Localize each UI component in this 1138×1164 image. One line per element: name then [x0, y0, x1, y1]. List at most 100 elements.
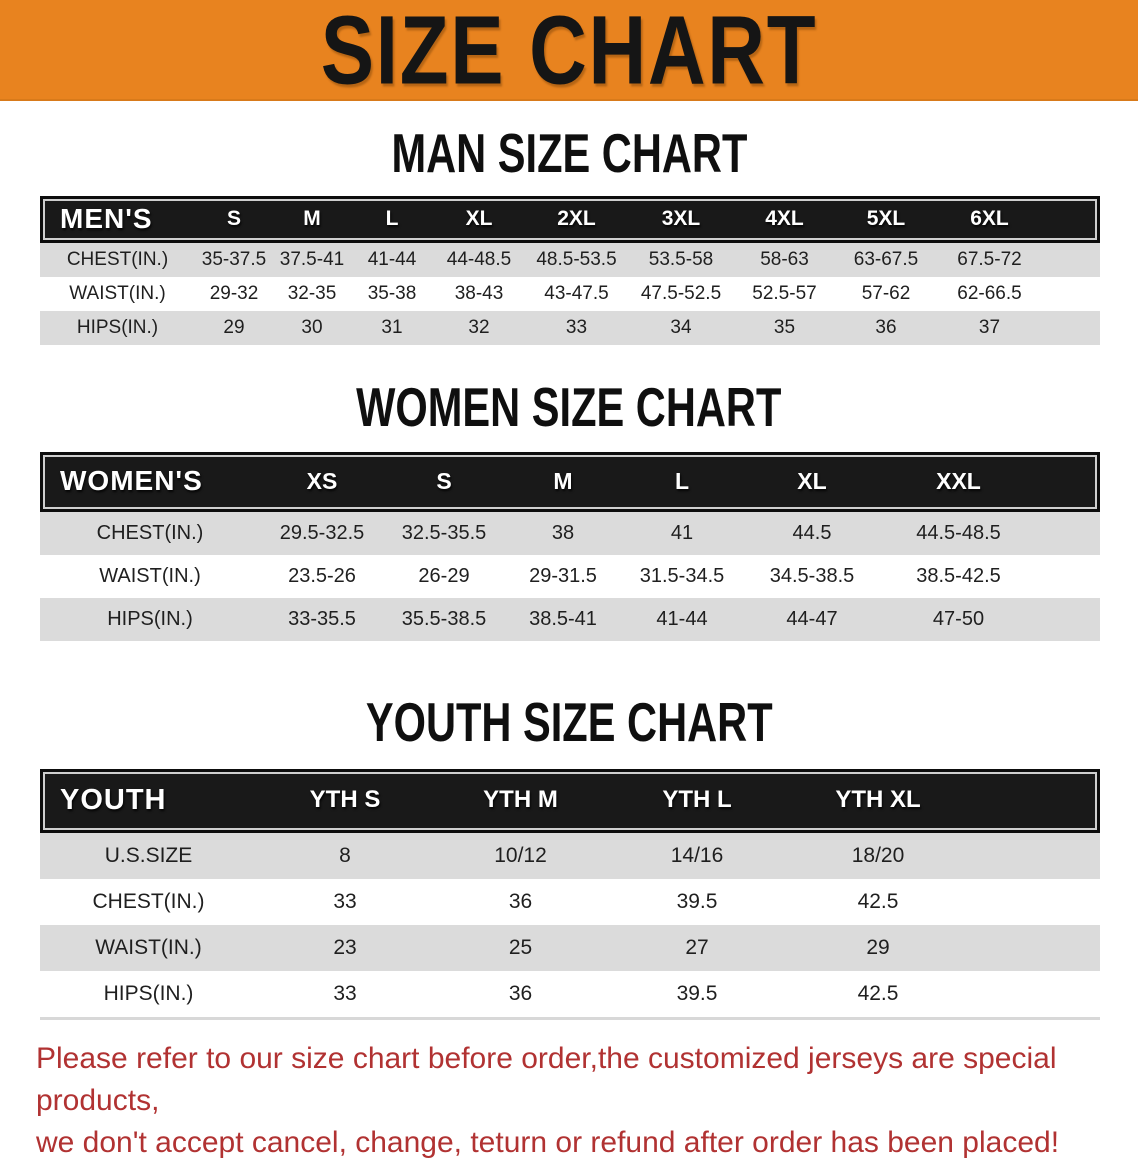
size-value: 42.5 [786, 971, 970, 1017]
size-value: 36 [433, 971, 608, 1017]
row-label: HIPS(IN.) [40, 598, 260, 641]
size-value: 29-31.5 [504, 555, 622, 598]
size-column-header: S [384, 452, 504, 512]
size-value: 47.5-52.5 [628, 277, 734, 311]
size-value: 31 [351, 311, 433, 345]
size-column-header: XS [260, 452, 384, 512]
size-column-header: YTH L [608, 769, 786, 833]
size-value: 32 [433, 311, 525, 345]
youth-ussize-row: U.S.SIZE 8 10/12 14/16 18/20 [40, 833, 1100, 879]
size-value: 29.5-32.5 [260, 512, 384, 555]
filler-cell [1035, 598, 1100, 641]
size-value: 30 [273, 311, 351, 345]
size-column-header: L [351, 196, 433, 243]
women-corner-label: WOMEN'S [40, 452, 260, 512]
filler-cell [1035, 452, 1100, 512]
size-value: 39.5 [608, 971, 786, 1017]
filler-cell [1042, 196, 1100, 243]
size-column-header: 5XL [835, 196, 937, 243]
size-value: 39.5 [608, 879, 786, 925]
size-value: 57-62 [835, 277, 937, 311]
size-value: 41-44 [351, 243, 433, 277]
youth-header-row: YOUTH YTH S YTH M YTH L YTH XL [40, 769, 1100, 833]
size-value: 32.5-35.5 [384, 512, 504, 555]
filler-cell [1035, 555, 1100, 598]
size-value: 33 [525, 311, 628, 345]
youth-waist-row: WAIST(IN.) 23 25 27 29 [40, 925, 1100, 971]
size-column-header: S [195, 196, 273, 243]
filler-cell [1042, 277, 1100, 311]
size-value: 38 [504, 512, 622, 555]
size-value: 27 [608, 925, 786, 971]
men-chest-row: CHEST(IN.) 35-37.5 37.5-41 41-44 44-48.5… [40, 243, 1100, 277]
size-value: 41 [622, 512, 742, 555]
row-label: WAIST(IN.) [40, 925, 257, 971]
size-column-header: 6XL [937, 196, 1042, 243]
size-value: 63-67.5 [835, 243, 937, 277]
disclaimer-line-1: Please refer to our size chart before or… [36, 1042, 1057, 1117]
size-value: 31.5-34.5 [622, 555, 742, 598]
size-value: 42.5 [786, 879, 970, 925]
size-value: 29 [786, 925, 970, 971]
row-label: WAIST(IN.) [40, 555, 260, 598]
row-label: CHEST(IN.) [40, 512, 260, 555]
size-column-header: M [273, 196, 351, 243]
youth-section-heading-text: YOUTH SIZE CHART [365, 692, 773, 754]
size-value: 47-50 [882, 598, 1035, 641]
youth-corner-label: YOUTH [40, 769, 257, 833]
size-value: 44.5 [742, 512, 882, 555]
size-value: 33-35.5 [260, 598, 384, 641]
size-value: 62-66.5 [937, 277, 1042, 311]
size-value: 33 [257, 879, 433, 925]
size-value: 48.5-53.5 [525, 243, 628, 277]
size-value: 35 [734, 311, 835, 345]
size-value: 18/20 [786, 833, 970, 879]
men-header-row: MEN'S S M L XL 2XL 3XL 4XL 5XL 6XL [40, 196, 1100, 243]
filler-cell [1035, 512, 1100, 555]
size-chart-banner: SIZE CHART [0, 0, 1138, 101]
women-chest-row: CHEST(IN.) 29.5-32.5 32.5-35.5 38 41 44.… [40, 512, 1100, 555]
filler-cell [1042, 311, 1100, 345]
size-value: 53.5-58 [628, 243, 734, 277]
size-column-header: XXL [882, 452, 1035, 512]
size-value: 37.5-41 [273, 243, 351, 277]
filler-cell [970, 925, 1100, 971]
size-value: 52.5-57 [734, 277, 835, 311]
size-value: 26-29 [384, 555, 504, 598]
filler-cell [1042, 243, 1100, 277]
size-value: 34.5-38.5 [742, 555, 882, 598]
size-value: 32-35 [273, 277, 351, 311]
row-label: HIPS(IN.) [40, 311, 195, 345]
youth-chest-row: CHEST(IN.) 33 36 39.5 42.5 [40, 879, 1100, 925]
size-value: 38.5-41 [504, 598, 622, 641]
youth-hips-row: HIPS(IN.) 33 36 39.5 42.5 [40, 971, 1100, 1017]
size-column-header: YTH M [433, 769, 608, 833]
men-hips-row: HIPS(IN.) 29 30 31 32 33 34 35 36 37 [40, 311, 1100, 345]
women-table: WOMEN'S XS S M L XL XXL CHEST(IN.) 29.5-… [40, 452, 1100, 641]
size-value: 43-47.5 [525, 277, 628, 311]
men-waist-row: WAIST(IN.) 29-32 32-35 35-38 38-43 43-47… [40, 277, 1100, 311]
women-section-heading: WOMEN SIZE CHART [0, 379, 1138, 437]
filler-cell [970, 833, 1100, 879]
size-value: 44.5-48.5 [882, 512, 1035, 555]
women-waist-row: WAIST(IN.) 23.5-26 26-29 29-31.5 31.5-34… [40, 555, 1100, 598]
men-corner-label: MEN'S [40, 196, 195, 243]
youth-size-table: YOUTH YTH S YTH M YTH L YTH XL U.S.SIZE … [40, 769, 1100, 1020]
row-label: U.S.SIZE [40, 833, 257, 879]
men-table: MEN'S S M L XL 2XL 3XL 4XL 5XL 6XL CHEST… [40, 196, 1100, 345]
size-value: 37 [937, 311, 1042, 345]
size-value: 35.5-38.5 [384, 598, 504, 641]
size-column-header: M [504, 452, 622, 512]
size-value: 38-43 [433, 277, 525, 311]
size-value: 23.5-26 [260, 555, 384, 598]
size-value: 41-44 [622, 598, 742, 641]
row-label: CHEST(IN.) [40, 879, 257, 925]
size-value: 36 [835, 311, 937, 345]
row-label: HIPS(IN.) [40, 971, 257, 1017]
size-value: 67.5-72 [937, 243, 1042, 277]
size-value: 38.5-42.5 [882, 555, 1035, 598]
size-column-header: YTH XL [786, 769, 970, 833]
size-value: 58-63 [734, 243, 835, 277]
disclaimer: Please refer to our size chart before or… [36, 1038, 1121, 1164]
size-value: 23 [257, 925, 433, 971]
